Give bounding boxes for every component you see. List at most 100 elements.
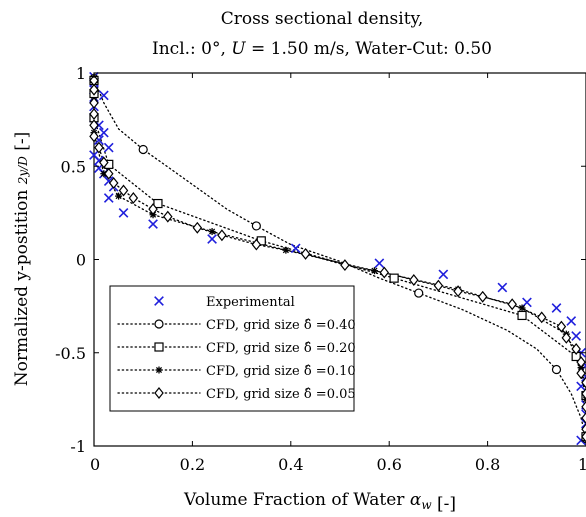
data-point-stroke <box>207 234 217 244</box>
x-tick-label: 0.6 <box>376 455 401 474</box>
data-point-stroke <box>518 304 526 312</box>
data-point <box>389 273 399 283</box>
data-point <box>154 387 164 399</box>
data-point-stroke <box>582 396 586 401</box>
data-point <box>433 279 444 292</box>
data-point-stroke <box>571 331 582 341</box>
y-tick-label: 0.5 <box>61 157 86 176</box>
data-point <box>571 331 582 341</box>
data-point <box>582 395 586 403</box>
data-point <box>89 130 99 143</box>
legend-entry-label: CFD, grid size δ̂ =0.05 <box>206 387 356 402</box>
data-point <box>251 221 261 231</box>
tick-labels: 0 0.2 0.4 0.6 0.8 1 1 0.5 0 -0.5 -1 <box>55 64 586 474</box>
data-point-stroke <box>94 155 104 166</box>
data-point <box>571 343 581 355</box>
data-point <box>163 210 173 223</box>
data-point <box>581 400 586 413</box>
data-point <box>108 177 119 189</box>
data-point-stroke <box>582 398 586 403</box>
data-point <box>576 367 586 380</box>
data-point-stroke <box>103 176 114 187</box>
data-point <box>99 156 109 169</box>
data-point <box>118 208 129 218</box>
data-point <box>518 304 526 312</box>
data-point <box>118 184 129 197</box>
data-point <box>374 258 385 269</box>
data-point-stroke <box>290 243 301 254</box>
data-point <box>154 342 164 352</box>
x-tick-label: 0 <box>90 455 100 474</box>
data-point <box>566 316 577 326</box>
data-point-stroke <box>371 267 378 274</box>
data-point <box>581 412 586 424</box>
data-point <box>154 319 164 329</box>
legend: Experimental CFD, grid size δ̂ =0.40 CFD, … <box>109 285 356 412</box>
legend-entry-label: CFD, grid size δ̂ =0.20 <box>206 341 356 356</box>
y-tick-label: -1 <box>70 437 86 456</box>
data-point <box>138 144 148 155</box>
data-point-stroke <box>154 296 164 306</box>
data-point-stroke <box>115 193 122 200</box>
data-point <box>148 219 158 229</box>
x-tick-label: 0.2 <box>180 455 205 474</box>
y-tick-label: 1 <box>76 64 86 83</box>
data-point-stroke <box>282 247 289 254</box>
data-point <box>217 229 227 242</box>
data-point-stroke <box>438 269 449 280</box>
chart-title-line-2: Incl.: 0°, U = 1.50 m/s, Water-Cut: 0.50 <box>152 39 492 59</box>
data-point-stroke <box>374 258 385 269</box>
data-point <box>551 303 562 313</box>
data-point-stroke <box>581 375 586 382</box>
data-point <box>556 320 567 333</box>
x-tick-label: 0.8 <box>475 455 500 474</box>
y-axis-label: Normalized y-postition 2y/D [-] <box>12 132 32 386</box>
data-point-stroke <box>581 418 586 425</box>
data-point <box>581 376 586 389</box>
data-point <box>155 366 163 374</box>
data-point-stroke <box>103 142 114 153</box>
y-tick-label: 0 <box>76 251 86 270</box>
markers <box>89 71 586 446</box>
data-point-stroke <box>98 127 109 138</box>
y-tick-label: -0.5 <box>55 344 86 363</box>
x-axis-label: Volume Fraction of Water αw [-] <box>183 490 456 514</box>
data-point <box>251 238 262 251</box>
data-point <box>208 228 216 236</box>
data-point-stroke <box>118 208 129 218</box>
data-point-stroke <box>98 90 109 101</box>
data-point <box>551 364 562 375</box>
data-point <box>128 191 139 204</box>
data-point <box>89 108 99 120</box>
legend-entry-label: CFD, grid size δ̂ =0.40 <box>206 318 356 333</box>
legend-box <box>109 285 355 412</box>
data-point-stroke <box>94 135 104 146</box>
plot-area <box>89 71 586 447</box>
data-point <box>517 310 527 321</box>
legend-entry-label: CFD, grid size δ̂ =0.10 <box>206 364 356 379</box>
data-point <box>103 167 114 180</box>
data-point-stroke <box>209 228 216 235</box>
data-point <box>154 296 164 306</box>
data-point <box>414 288 424 298</box>
data-point <box>103 142 114 153</box>
data-point <box>581 387 586 400</box>
data-point <box>89 119 99 132</box>
data-point <box>477 290 488 303</box>
data-point-stroke <box>148 219 158 229</box>
data-point <box>207 234 217 244</box>
data-point <box>581 418 586 429</box>
data-point <box>98 90 109 101</box>
data-point-stroke <box>103 193 114 203</box>
series-line <box>93 77 586 440</box>
chart-title-line-1: Cross sectional density, <box>221 9 424 29</box>
data-point <box>438 269 449 280</box>
data-point <box>103 193 114 203</box>
data-point-stroke <box>551 303 562 313</box>
x-tick-label: 1 <box>578 455 586 474</box>
data-point <box>581 430 586 443</box>
data-point <box>453 285 463 298</box>
data-point-stroke <box>497 282 508 293</box>
data-point <box>576 356 586 369</box>
